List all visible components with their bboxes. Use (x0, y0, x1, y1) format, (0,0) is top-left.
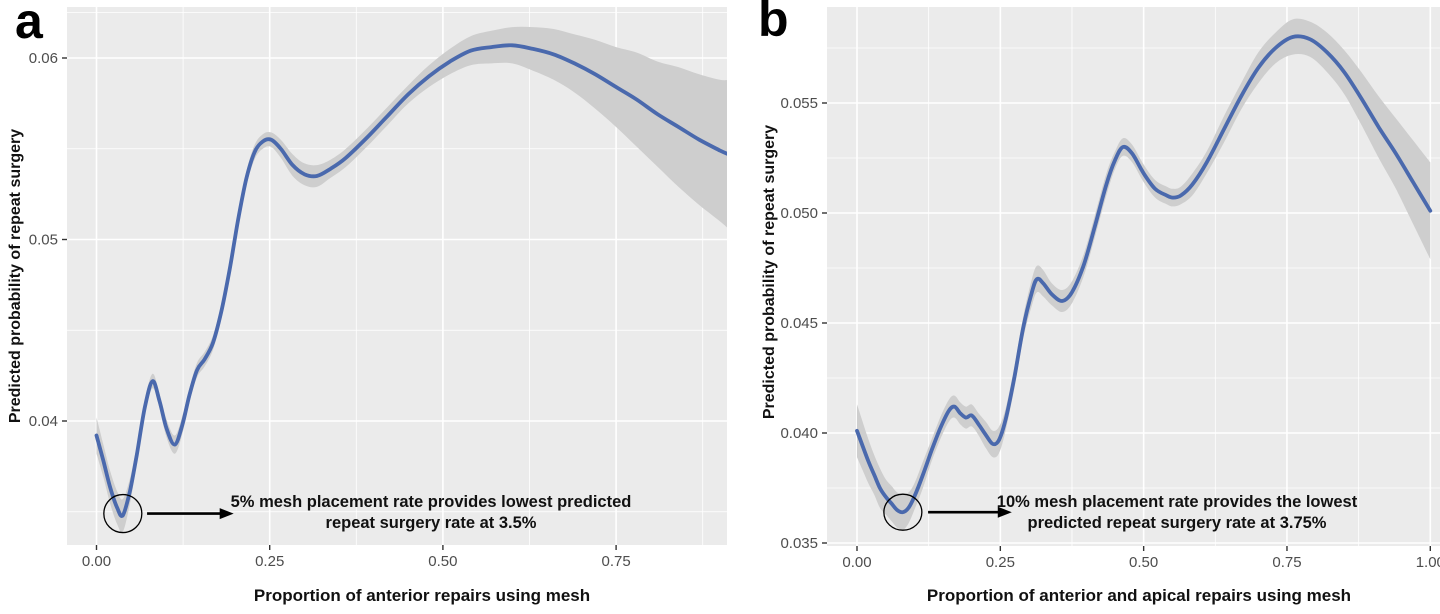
panel-a-x-tick-label: 0.50 (428, 553, 457, 570)
panel-b-x-tick-label: 0.50 (1129, 554, 1158, 571)
panel-b-y-axis-title: Predicted probability of repeat surgery (761, 124, 778, 420)
panel-b-trend-line (855, 34, 1433, 515)
panel-b-annotation-arrow-head (997, 506, 1012, 518)
panel-a-annotation-arrow-head (219, 508, 234, 520)
panel-a-y-axis-title: Predicted probability of repeat surgery (7, 128, 24, 424)
panel-b-y-tick-label: 0.050 (780, 205, 818, 222)
panel-b-letter: b (758, 0, 789, 47)
panel-a-annotation-line2: repeat surgery rate at 3.5% (325, 514, 537, 532)
panel-b-y-tick-label: 0.035 (780, 535, 818, 552)
panel-b-y-tick-label: 0.055 (780, 95, 818, 112)
panel-a-minimum-circle-annotation (103, 493, 143, 534)
panel-b-minimum-circle-annotation (883, 493, 923, 531)
panel-b-y-tick-label: 0.040 (780, 425, 818, 442)
panel-a-y-tick-label: 0.05 (29, 232, 58, 249)
panel-a-group: 0.00 0.25 0.50 0.75 0.04 0.05 0.06 (29, 7, 727, 570)
panel-b-y-tick-label: 0.045 (780, 315, 818, 332)
panel-b-annotation-line2: predicted repeat surgery rate at 3.75% (1027, 514, 1327, 532)
panel-a-y-tick-label: 0.04 (29, 413, 58, 430)
panel-a-letter: a (15, 0, 43, 49)
panel-a-trend-line (94, 43, 727, 518)
panel-b-x-tick-label: 0.00 (842, 554, 871, 571)
panel-b-x-tick-label: 1.00 (1416, 554, 1440, 571)
panel-a-annotation-line1: 5% mesh placement rate provides lowest p… (230, 493, 632, 511)
panel-a-x-tick-label: 0.25 (255, 553, 284, 570)
panel-b-annotation-line1: 10% mesh placement rate provides the low… (996, 493, 1358, 511)
panel-a-x-axis-title: Proportion of anterior repairs using mes… (253, 586, 591, 605)
panel-b-annotation-text: 10% mesh placement rate provides the low… (997, 492, 1357, 534)
panel-a-y-tick-label: 0.06 (29, 50, 58, 67)
panel-b-x-axis-title: Proportion of anterior and apical repair… (926, 586, 1352, 605)
panel-a-x-tick-label: 0.75 (601, 553, 630, 570)
panel-b-x-tick-label: 0.75 (1272, 554, 1301, 571)
panel-a-annotation-text: 5% mesh placement rate provides lowest p… (231, 492, 632, 534)
panel-b-x-tick-label: 0.25 (986, 554, 1015, 571)
panel-b-group: 0.00 0.25 0.50 0.75 1.00 0.035 0.040 0.045 0.050… (780, 7, 1440, 571)
panel-a-x-tick-label: 0.00 (82, 553, 111, 570)
